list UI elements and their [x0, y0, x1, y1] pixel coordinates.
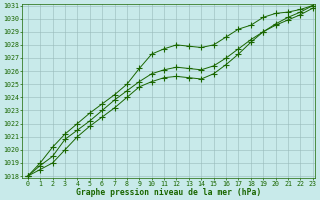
X-axis label: Graphe pression niveau de la mer (hPa): Graphe pression niveau de la mer (hPa) — [76, 188, 261, 197]
